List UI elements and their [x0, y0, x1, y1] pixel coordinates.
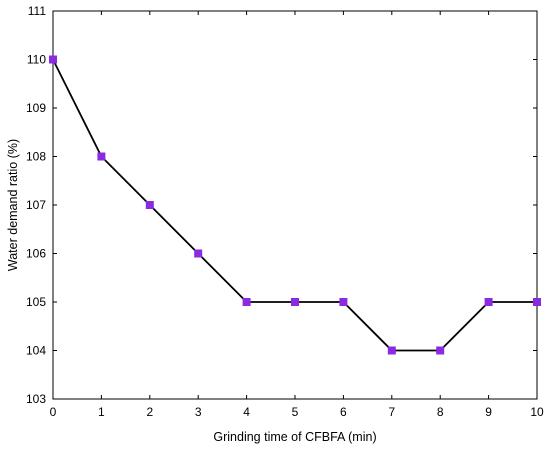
x-tick-label: 8 — [437, 405, 444, 419]
data-point — [291, 298, 299, 306]
data-point — [484, 298, 493, 306]
x-tick-label: 2 — [146, 405, 153, 419]
x-tick-label: 6 — [340, 405, 347, 419]
x-tick-label: 3 — [195, 405, 202, 419]
data-point — [97, 152, 106, 161]
x-axis-title: Grinding time of CFBFA (min) — [213, 430, 376, 444]
y-tick-label: 107 — [26, 198, 46, 212]
data-point — [242, 298, 251, 306]
y-axis-title: Water demand ratio (%) — [6, 139, 20, 271]
y-tick-label: 111 — [28, 4, 47, 18]
data-series — [49, 55, 541, 355]
y-tick-label: 110 — [27, 53, 46, 67]
y-tick-label: 108 — [26, 150, 46, 164]
x-tick-label: 4 — [243, 405, 250, 419]
x-tick-label: 0 — [50, 405, 57, 419]
plot-area — [52, 10, 538, 400]
y-tick-label: 105 — [26, 295, 46, 309]
data-point — [339, 298, 348, 306]
data-point — [533, 298, 541, 306]
x-tick-label: 1 — [98, 405, 105, 419]
x-tick-label: 10 — [530, 405, 544, 419]
data-point — [145, 201, 154, 209]
series-line — [52, 59, 537, 352]
plot-frame — [52, 10, 538, 400]
x-tick-label: 5 — [292, 405, 299, 419]
data-point — [194, 249, 203, 258]
x-tick-label: 7 — [388, 405, 395, 419]
axes: 0 1 2 3 4 5 6 7 8 9 10 103 104 105 106 107 108 109 110 111 — [26, 4, 544, 419]
y-tick-label: 103 — [26, 392, 46, 406]
y-tick-label: 104 — [26, 344, 46, 358]
data-point — [49, 55, 57, 64]
data-point — [387, 346, 396, 355]
data-point — [436, 346, 445, 355]
y-tick-label: 109 — [26, 101, 46, 115]
y-tick-label: 106 — [26, 247, 46, 261]
x-tick-label: 9 — [485, 405, 492, 419]
